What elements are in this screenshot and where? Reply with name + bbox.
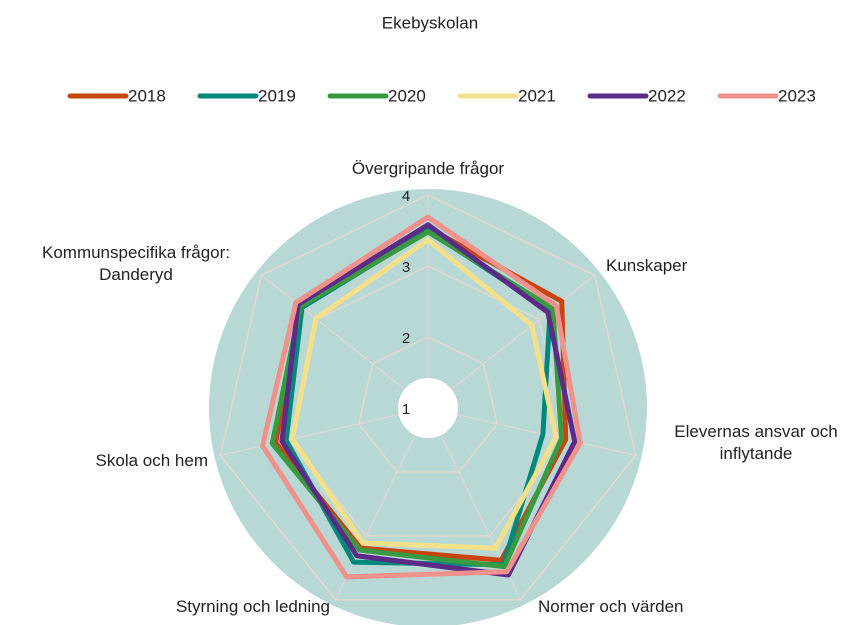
axis-label: Elevernas ansvar och inflytande: [674, 422, 837, 463]
legend-label: 2019: [258, 86, 296, 105]
legend-label: 2018: [128, 86, 166, 105]
spoke: [220, 407, 429, 456]
grid-line: [219, 194, 637, 601]
spoke: [261, 274, 429, 409]
legend-label: 2020: [388, 86, 426, 105]
axis-label: Styrning och ledning: [176, 597, 330, 616]
r-tick-label: 2: [402, 330, 410, 347]
series-line: [279, 222, 578, 578]
spoke: [427, 407, 636, 456]
grid-line: [357, 336, 499, 473]
axis-label-line: Normer och värden: [538, 597, 684, 616]
axis-label: Övergripande frågor: [352, 159, 504, 178]
axis-label-line: inflytande: [720, 444, 793, 463]
legend-label: 2023: [778, 86, 816, 105]
r-tick-label: 3: [402, 259, 410, 276]
axis-label-line: Övergripande frågor: [352, 159, 504, 178]
center-hole: [398, 378, 458, 438]
legend-label: 2021: [518, 86, 556, 105]
axis-label: Normer och värden: [538, 597, 684, 616]
r-tick-label: 1: [402, 401, 410, 418]
axis-label-line: Danderyd: [99, 265, 173, 284]
spoke: [427, 274, 595, 409]
series-line: [260, 214, 583, 580]
axis-label-line: Skola och hem: [96, 451, 208, 470]
legend-label: 2022: [648, 86, 686, 105]
series-line: [289, 237, 559, 551]
chart-title: Ekebyskolan: [382, 13, 478, 32]
axis-label-line: Kommunspecifika frågor:: [42, 243, 230, 262]
axis-label: Kunskaper: [606, 256, 688, 275]
axis-label-line: Styrning och ledning: [176, 597, 330, 616]
r-tick-label: 4: [402, 188, 410, 205]
axis-label-line: Elevernas ansvar och: [674, 422, 837, 441]
axis-label-line: Kunskaper: [606, 256, 688, 275]
axis-label: Skola och hem: [96, 451, 208, 470]
spoke: [335, 407, 429, 601]
axis-label: Kommunspecifika frågor: Danderyd: [42, 243, 230, 284]
